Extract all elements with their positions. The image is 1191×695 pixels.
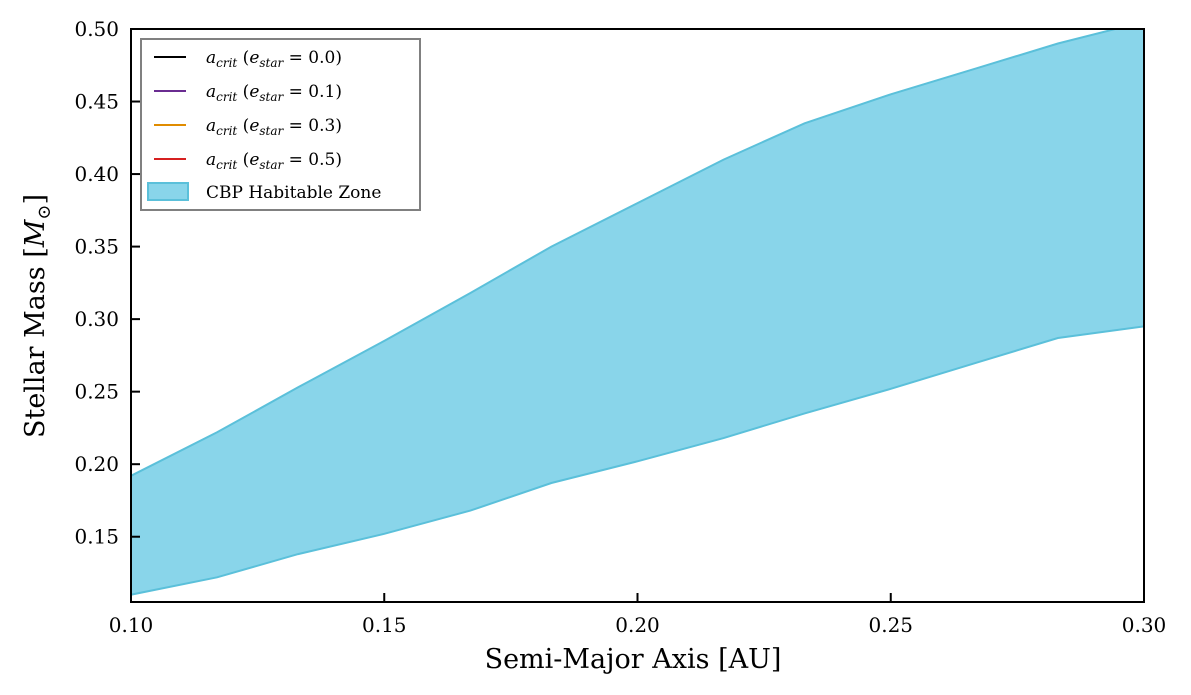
x-axis-label: Semi-Major Axis [AU] [485,644,782,675]
legend-label-habitable-zone: CBP Habitable Zone [206,183,381,203]
y-tick-label: 0.35 [74,235,119,259]
plot-frame [130,28,1145,603]
y-tick-label: 0.40 [74,162,119,186]
legend: acrit (estar = 0.0) acrit (estar = 0.1) ac… [140,38,421,211]
y-tick-label: 0.25 [74,380,119,404]
x-tick-label: 0.10 [109,613,154,637]
y-tick-label: 0.50 [74,17,119,41]
y-axis-label-subscript: ⊙ [34,205,55,220]
legend-label-2: acrit (estar = 0.3) [206,116,342,138]
x-tick-label: 0.15 [362,613,407,637]
plot-area [131,29,1144,596]
y-tick-label: 0.20 [74,452,119,476]
x-tick-label: 0.30 [1122,613,1167,637]
legend-swatch-habitable-zone [147,182,189,201]
y-axis-label-symbol: M [20,218,51,248]
y-tick-label: 0.15 [74,525,119,549]
y-axis-label: Stellar Mass [M⊙] [20,194,55,438]
y-axis-label-close: ] [20,194,51,205]
legend-box [140,38,421,211]
y-axis-label-text: Stellar Mass [ [20,247,51,438]
x-tick-label: 0.25 [868,613,913,637]
y-tick-label: 0.30 [74,307,119,331]
legend-label-3: acrit (estar = 0.5) [206,150,342,172]
habitable-zone-area [131,29,1144,596]
ticks: 0.10 0.15 0.20 0.25 0.30 0.15 0.20 0.25 0.30 0.35… [74,17,1166,637]
x-tick-label: 0.20 [615,613,660,637]
legend-label-1: acrit (estar = 0.1) [206,82,342,104]
y-tick-label: 0.45 [74,90,119,114]
legend-label-0: acrit (estar = 0.0) [206,48,342,70]
